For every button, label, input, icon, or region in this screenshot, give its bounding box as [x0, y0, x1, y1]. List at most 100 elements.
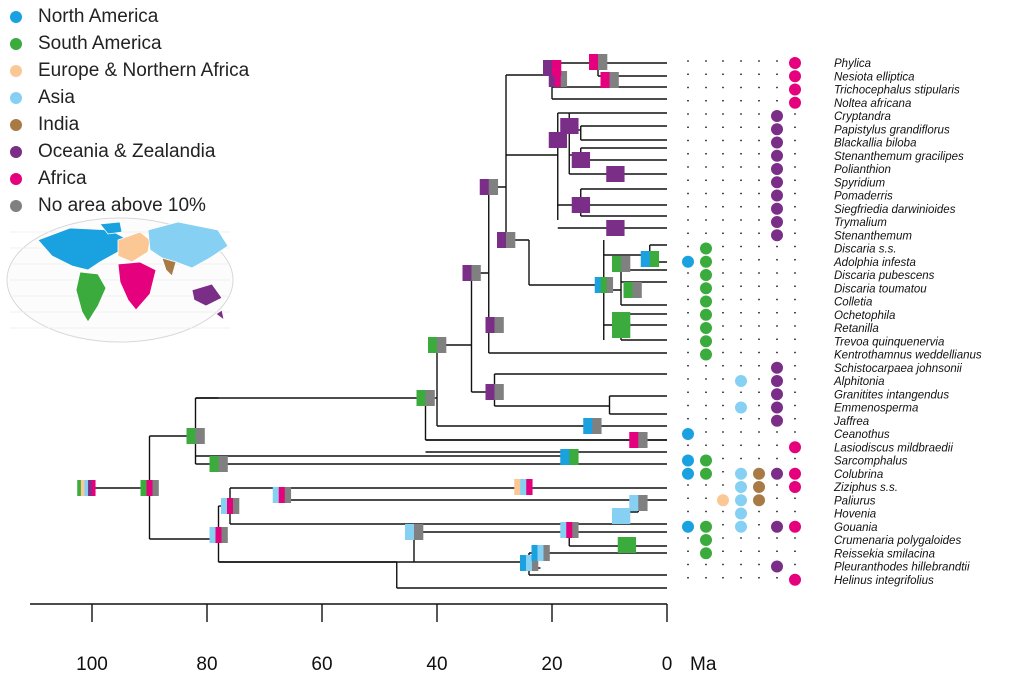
area-grid-point [705, 205, 707, 208]
node-state-box [606, 220, 625, 236]
area-presence-dot [700, 308, 712, 321]
area-grid-point [705, 126, 707, 129]
area-grid-point [758, 431, 760, 433]
area-grid-point [740, 576, 742, 579]
taxon-label: Sarcomphalus [834, 456, 908, 468]
node-state-box [80, 480, 85, 496]
node-state-box [526, 479, 533, 495]
area-grid-point [687, 99, 689, 102]
area-grid-point [722, 378, 724, 380]
area-grid-point [722, 510, 724, 513]
area-grid-point [758, 537, 760, 539]
area-grid-point [705, 219, 707, 221]
area-grid-point [705, 444, 707, 447]
area-grid-point [687, 152, 689, 155]
area-grid-point [722, 457, 724, 460]
area-grid-point [758, 364, 760, 367]
area-grid-point [687, 537, 689, 539]
area-grid-point [687, 563, 689, 566]
area-grid-point [776, 311, 778, 314]
node-state-box [488, 179, 499, 195]
node-state-box [195, 428, 205, 444]
area-presence-dot [771, 149, 783, 162]
area-grid-point [687, 311, 689, 314]
taxon-label: Siegfriedia darwinioides [834, 204, 956, 216]
area-presence-dot [700, 242, 712, 255]
node-state-box [416, 390, 426, 406]
area-grid-point [705, 484, 707, 486]
map-region-africa [117, 261, 157, 311]
node-state-box [494, 317, 504, 333]
taxon-label: Trichocephalus stipularis [834, 85, 960, 97]
area-grid-point [758, 417, 760, 420]
area-presence-dot [789, 573, 801, 586]
area-presence-dot [789, 441, 801, 454]
area-grid-point [794, 192, 796, 195]
node-state-box [221, 498, 228, 514]
area-grid-point [758, 179, 760, 182]
legend-label-asia: Asia [38, 87, 75, 109]
legend-item-india: India [10, 112, 249, 139]
node-state-box [479, 179, 490, 195]
area-grid-point [705, 417, 707, 420]
area-grid-point [794, 245, 796, 248]
taxon-label: Kentrothamnus weddellianus [834, 350, 982, 362]
area-grid-point [776, 510, 778, 513]
node-state-box [405, 524, 415, 540]
area-grid-point [687, 219, 689, 221]
area-presence-dot [735, 401, 747, 414]
area-grid-point [776, 245, 778, 248]
area-grid-point [722, 205, 724, 208]
taxon-label: Reissekia smilacina [834, 548, 935, 560]
area-grid-point [740, 444, 742, 447]
area-presence-dot [771, 110, 783, 122]
area-presence-dot [771, 560, 783, 573]
taxon-label: Nesiota elliptica [834, 71, 915, 83]
area-grid-point [687, 404, 689, 407]
area-grid-point [776, 351, 778, 354]
taxon-label: Granitites intangendus [834, 389, 949, 401]
area-grid-point [740, 550, 742, 553]
area-grid-point [722, 417, 724, 420]
taxon-label: Adolphia infesta [833, 257, 916, 269]
area-grid-point [794, 311, 796, 314]
node-state-box [598, 54, 608, 70]
node-state-box [548, 132, 568, 148]
area-grid-point [705, 73, 707, 76]
area-grid-point [794, 457, 796, 460]
area-grid-point [794, 510, 796, 513]
area-presence-dot [753, 494, 765, 507]
area-grid-point [758, 404, 760, 407]
taxon-label: Papistylus grandiflorus [834, 124, 950, 136]
node-state-box [560, 118, 579, 134]
node-state-box [640, 251, 651, 267]
taxon-label: Ochetophila [834, 310, 895, 322]
node-state-box [425, 390, 435, 406]
area-grid-point [794, 431, 796, 433]
area-grid-point [776, 444, 778, 447]
legend-label-europe-n-africa: Europe & Northern Africa [38, 60, 250, 82]
area-grid-point [758, 378, 760, 380]
legend-swatch-north-america [10, 11, 22, 24]
legend-swatch-africa [10, 172, 22, 185]
area-grid-point [722, 484, 724, 486]
area-grid-point [722, 550, 724, 553]
area-grid-point [687, 550, 689, 553]
area-grid-point [740, 272, 742, 274]
area-grid-point [705, 86, 707, 89]
node-state-box [146, 480, 153, 496]
area-grid-point [687, 139, 689, 142]
area-presence-dot [753, 481, 765, 493]
node-state-box [571, 152, 591, 168]
legend-item-oceania: Oceania & Zealandia [10, 138, 249, 165]
node-state-box [606, 166, 625, 182]
area-grid-point [722, 258, 724, 261]
area-grid-point [705, 166, 707, 168]
area-grid-point [722, 99, 724, 102]
area-grid-point [722, 86, 724, 89]
node-state-box [506, 232, 516, 248]
area-grid-point [776, 258, 778, 261]
area-grid-point [776, 338, 778, 341]
legend-label-africa: Africa [38, 167, 87, 189]
node-state-box [485, 317, 495, 333]
